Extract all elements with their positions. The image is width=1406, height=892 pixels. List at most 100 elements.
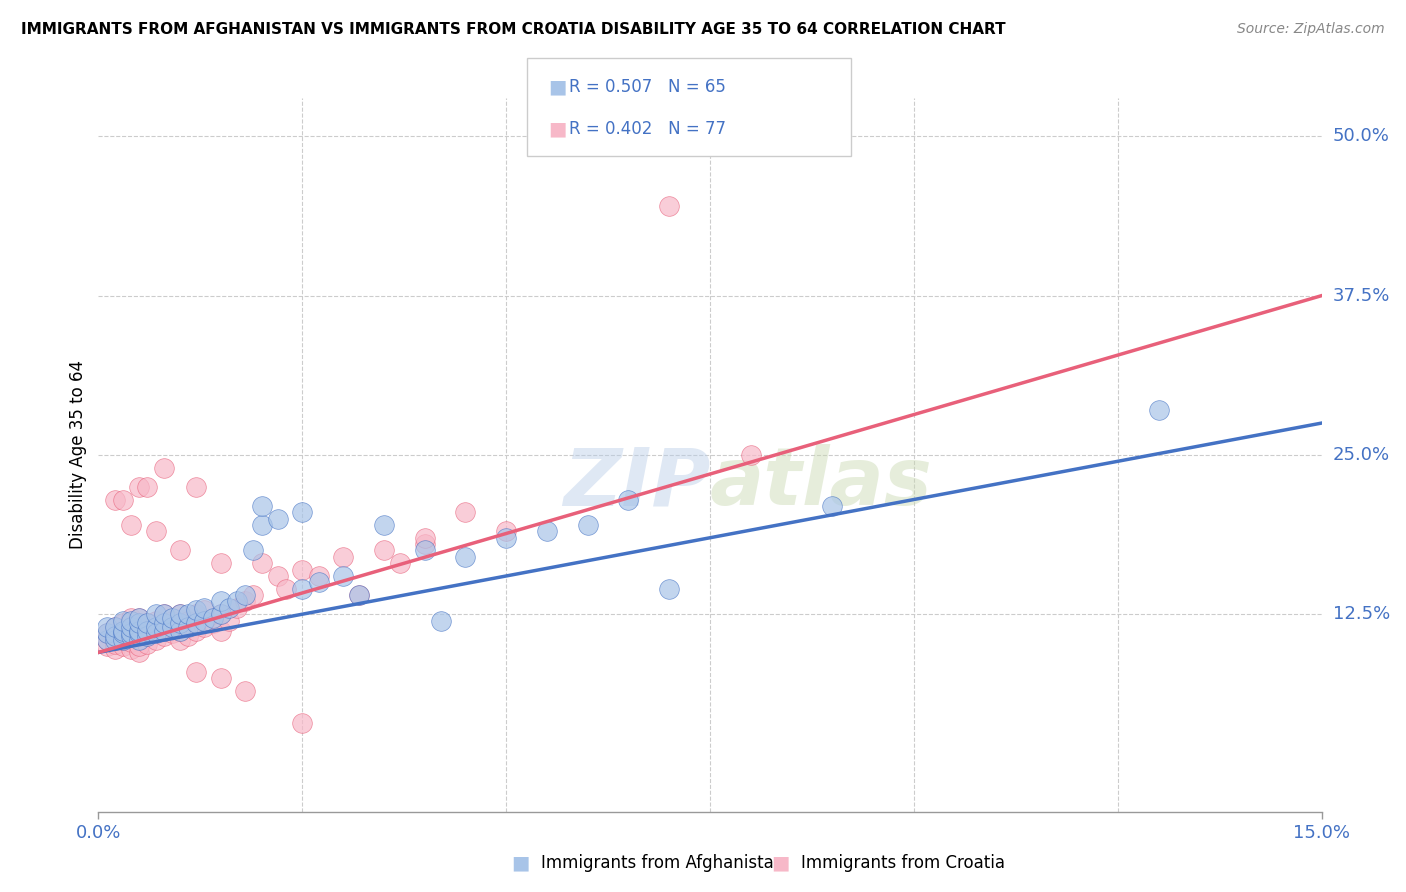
Point: [145, 524, 167, 539]
Text: R = 0.507   N = 65: R = 0.507 N = 65: [569, 78, 727, 96]
Text: ■: ■: [770, 853, 790, 872]
Text: Immigrants from Afghanistan: Immigrants from Afghanistan: [541, 854, 785, 871]
Point: [389, 556, 412, 570]
Point: [186, 603, 208, 617]
Point: [291, 582, 314, 596]
Point: [152, 460, 174, 475]
Point: [617, 492, 640, 507]
Point: [233, 594, 256, 608]
Point: [177, 629, 200, 643]
Point: [454, 505, 477, 519]
Point: [233, 683, 256, 698]
Point: [111, 632, 134, 647]
Point: [128, 626, 150, 640]
Point: [145, 614, 167, 628]
Text: 25.0%: 25.0%: [1333, 446, 1391, 464]
Point: [495, 524, 517, 539]
Point: [128, 480, 150, 494]
Point: [120, 614, 142, 628]
Point: [145, 632, 167, 647]
Point: [111, 616, 134, 631]
Point: [740, 448, 762, 462]
Point: [111, 626, 134, 640]
Point: [111, 492, 134, 507]
Point: [96, 632, 118, 647]
Point: [233, 588, 256, 602]
Point: [291, 563, 314, 577]
Point: [136, 636, 159, 650]
Point: [128, 624, 150, 638]
Point: [291, 715, 314, 730]
Point: [495, 531, 517, 545]
Point: [332, 549, 354, 564]
Point: [145, 607, 167, 622]
Point: [169, 607, 191, 622]
Point: [193, 600, 215, 615]
Point: [250, 499, 273, 513]
Point: [201, 611, 224, 625]
Point: [111, 632, 134, 647]
Point: [120, 518, 142, 533]
Point: [1147, 403, 1170, 417]
Point: [242, 588, 264, 602]
Point: [218, 600, 240, 615]
Point: [136, 624, 159, 638]
Point: [169, 624, 191, 638]
Point: [152, 624, 174, 638]
Point: [96, 632, 118, 647]
Point: [111, 639, 134, 653]
Point: [104, 641, 127, 656]
Point: [104, 620, 127, 634]
Point: [160, 611, 183, 625]
Point: [152, 629, 174, 643]
Text: R = 0.402   N = 77: R = 0.402 N = 77: [569, 120, 727, 138]
Point: [128, 620, 150, 634]
Point: [454, 549, 477, 564]
Point: [430, 614, 453, 628]
Point: [250, 518, 273, 533]
Point: [169, 607, 191, 622]
Point: [186, 665, 208, 679]
Point: [160, 614, 183, 628]
Point: [413, 543, 436, 558]
Text: ■: ■: [548, 78, 567, 97]
Point: [201, 616, 224, 631]
Point: [104, 632, 127, 647]
Point: [209, 671, 232, 685]
Point: [128, 611, 150, 625]
Point: [120, 629, 142, 643]
Point: [104, 636, 127, 650]
Point: [186, 480, 208, 494]
Point: [128, 616, 150, 631]
Point: [160, 626, 183, 640]
Text: ZIP: ZIP: [562, 444, 710, 523]
Point: [96, 620, 118, 634]
Text: ■: ■: [510, 853, 530, 872]
Point: [169, 616, 191, 631]
Point: [128, 632, 150, 647]
Point: [186, 607, 208, 622]
Point: [128, 611, 150, 625]
Text: Immigrants from Croatia: Immigrants from Croatia: [801, 854, 1005, 871]
Point: [104, 629, 127, 643]
Text: 12.5%: 12.5%: [1333, 605, 1391, 624]
Point: [128, 639, 150, 653]
Point: [111, 624, 134, 638]
Point: [308, 569, 330, 583]
Point: [96, 626, 118, 640]
Point: [120, 635, 142, 649]
Point: [413, 537, 436, 551]
Point: [308, 575, 330, 590]
Point: [152, 607, 174, 622]
Point: [209, 556, 232, 570]
Point: [209, 594, 232, 608]
Point: [291, 505, 314, 519]
Point: [128, 645, 150, 659]
Point: [226, 600, 249, 615]
Point: [349, 588, 371, 602]
Point: [120, 629, 142, 643]
Point: [104, 629, 127, 643]
Point: [136, 629, 159, 643]
Point: [111, 624, 134, 638]
Point: [145, 620, 167, 634]
